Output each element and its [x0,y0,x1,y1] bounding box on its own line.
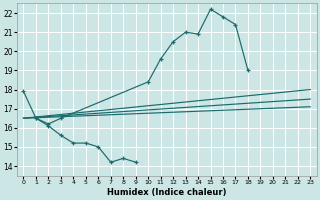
X-axis label: Humidex (Indice chaleur): Humidex (Indice chaleur) [107,188,227,197]
